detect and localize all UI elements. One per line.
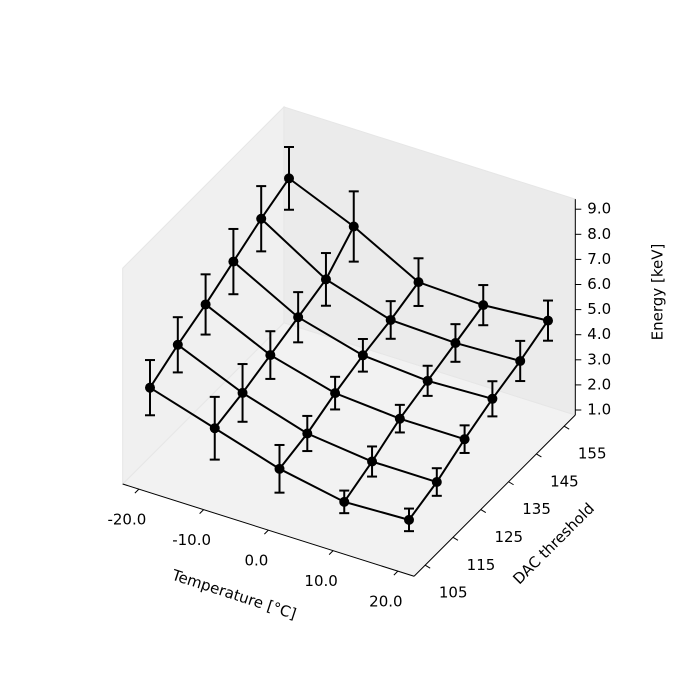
data-point [543,315,553,326]
wire-line [408,320,549,521]
x-tick-label: 20.0 [369,593,402,611]
z-tick-label: 5.0 [587,300,611,318]
wire-line [213,226,355,429]
x-tick-label: -10.0 [172,531,211,549]
z-tick-label: 2.0 [587,375,611,393]
data-point [237,387,248,398]
data-point [274,463,285,474]
y-tick-label: 135 [522,500,551,518]
data-point [209,423,220,434]
data-point [339,496,350,507]
data-point [145,382,155,393]
data-point [431,477,442,488]
data-point [357,350,368,361]
data-point [487,393,498,404]
data-point [404,514,414,525]
y-tick-label: 115 [467,556,496,574]
y-tick [424,564,431,569]
data-point [459,434,470,445]
y-axis-line [413,414,576,577]
x-tick [134,488,140,494]
data-point [367,456,378,467]
z-tick-label: 9.0 [587,200,611,218]
x-tick-label: 0.0 [244,552,268,570]
x-tick [199,509,204,514]
data-point [385,314,396,325]
y-tick [563,425,570,430]
y-tick-label: 125 [494,528,523,546]
y-tick [452,536,459,541]
data-point [478,300,489,311]
data-point [172,339,183,350]
data-point [265,350,276,361]
data-point [302,428,313,439]
data-point [450,337,461,348]
data-point [293,312,304,323]
data-point [348,221,359,232]
z-tick-label: 4.0 [587,325,611,343]
data-point [200,299,211,310]
wire-line [278,281,420,470]
x-tick [393,570,399,576]
data-point [256,213,267,224]
z-tick-label: 7.0 [587,250,611,268]
x-tick [264,529,269,535]
x-tick [328,550,334,555]
y-tick-label: 105 [439,584,468,602]
wire-line [149,177,290,389]
data-point [394,413,405,424]
wire-line [343,304,485,503]
data-point [330,388,341,399]
x-tick-label: 10.0 [304,572,337,590]
y-tick [536,453,542,458]
z-tick-label: 3.0 [587,350,611,368]
z-axis-label: Energy [keV] [649,244,667,341]
data-point [320,274,331,285]
x-tick-label: -20.0 [107,511,146,529]
z-tick-label: 1.0 [587,401,611,419]
z-tick-label: 8.0 [587,225,611,243]
y-tick [480,509,487,513]
y-tick [508,481,514,486]
data-point [422,375,433,386]
y-tick-label: 155 [578,445,607,463]
data-point [228,256,239,267]
y-tick-label: 145 [550,472,579,490]
data-point [284,173,294,184]
data-point [515,355,526,366]
z-tick-label: 6.0 [587,275,611,293]
data-point [413,277,424,288]
